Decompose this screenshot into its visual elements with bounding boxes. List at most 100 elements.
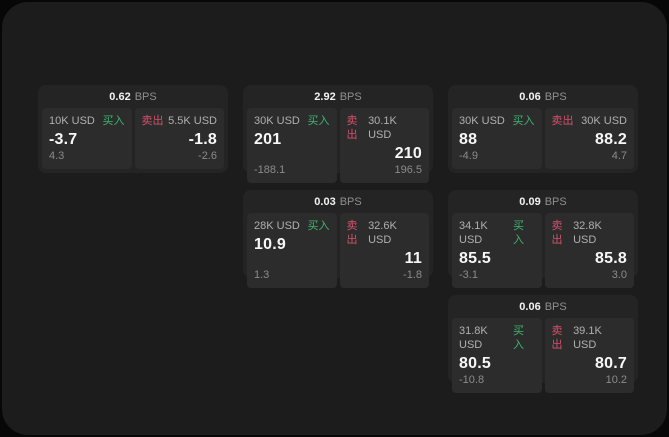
sell-tile-top: 卖出 32.6K USD (347, 219, 423, 247)
bps-value: 2.92 (314, 90, 336, 103)
buy-tile-top: 10K USD 买入 (49, 114, 125, 128)
buy-price: 80.5 (459, 355, 491, 372)
bps-value: 0.09 (519, 195, 541, 208)
quote-card: 0.62 BPS 10K USD 买入 -3.7 4.3 卖出 5.5K USD (38, 85, 228, 173)
buy-amount: 34.1K USD (459, 220, 488, 246)
buy-side-label: 买入 (102, 115, 125, 127)
bps-unit: BPS (339, 195, 362, 208)
bps-header: 0.06 BPS (448, 85, 638, 108)
sell-tile[interactable]: 卖出 5.5K USD -1.8 -2.6 (134, 108, 224, 169)
quote-tiles: 30K USD 买入 201 -188.1 卖出 30.1K USD 210 1… (243, 108, 433, 187)
buy-amount: 10K USD (49, 115, 95, 127)
buy-amount: 30K USD (459, 115, 505, 127)
sell-price: 88.2 (595, 131, 627, 148)
bps-unit: BPS (134, 90, 157, 103)
buy-price: 88 (459, 131, 478, 148)
sell-price: 11 (404, 250, 422, 267)
quote-cards-grid: 0.62 BPS 10K USD 买入 -3.7 4.3 卖出 5.5K USD (38, 85, 638, 393)
sell-tile[interactable]: 卖出 30.1K USD 210 196.5 (339, 108, 429, 183)
sell-tile-top: 卖出 32.8K USD (552, 219, 628, 247)
buy-tile-top: 28K USD 买入 (254, 219, 330, 233)
sell-tile[interactable]: 卖出 32.8K USD 85.8 3.0 (544, 213, 634, 288)
sell-tile-top: 卖出 30K USD (552, 114, 628, 128)
quote-tiles: 34.1K USD 买入 85.5 -3.1 卖出 32.8K USD 85.8… (448, 213, 638, 292)
sell-tile[interactable]: 卖出 30K USD 88.2 4.7 (544, 108, 634, 169)
bps-unit: BPS (339, 90, 362, 103)
bps-header: 0.09 BPS (448, 190, 638, 213)
buy-amount: 31.8K USD (459, 325, 488, 351)
sell-amount: 30.1K USD (368, 115, 397, 141)
bps-header: 0.62 BPS (38, 85, 228, 108)
buy-side-label: 买入 (512, 115, 535, 127)
buy-tile[interactable]: 10K USD 买入 -3.7 4.3 (42, 108, 132, 169)
bps-header: 0.06 BPS (448, 295, 638, 318)
sell-change: 196.5 (394, 164, 422, 176)
sell-change: 10.2 (605, 374, 627, 386)
buy-tile-top: 31.8K USD 买入 (459, 324, 535, 352)
buy-tile[interactable]: 28K USD 买入 10.9 1.3 (247, 213, 337, 288)
quote-tiles: 30K USD 买入 88 -4.9 卖出 30K USD 88.2 4.7 (448, 108, 638, 173)
quote-card: 0.06 BPS 30K USD 买入 88 -4.9 卖出 30K USD (448, 85, 638, 173)
buy-tile-top: 30K USD 买入 (254, 114, 330, 128)
buy-change: -188.1 (254, 164, 286, 176)
quote-card: 0.03 BPS 28K USD 买入 10.9 1.3 卖出 32.6K US… (243, 190, 433, 288)
sell-side-label: 卖出 (551, 115, 574, 127)
sell-amount: 5.5K USD (168, 115, 217, 127)
buy-price: -3.7 (49, 131, 78, 148)
bps-value: 0.62 (109, 90, 131, 103)
quote-card: 0.09 BPS 34.1K USD 买入 85.5 -3.1 卖出 32.8K… (448, 190, 638, 288)
buy-change: -4.9 (459, 150, 478, 162)
buy-price: 201 (254, 131, 282, 148)
buy-tile[interactable]: 30K USD 买入 201 -188.1 (247, 108, 337, 183)
quote-card: 0.06 BPS 31.8K USD 买入 80.5 -10.8 卖出 39.1… (448, 295, 638, 393)
buy-side-label: 买入 (307, 115, 330, 127)
sell-change: -1.8 (403, 269, 422, 281)
sell-price: 210 (394, 145, 422, 162)
buy-amount: 30K USD (254, 115, 300, 127)
buy-price: 85.5 (459, 250, 491, 267)
sell-side-label: 卖出 (346, 115, 358, 141)
sell-tile-top: 卖出 30.1K USD (347, 114, 423, 142)
bps-header: 0.03 BPS (243, 190, 433, 213)
sell-price: 85.8 (595, 250, 627, 267)
bps-unit: BPS (544, 90, 567, 103)
buy-tile-top: 30K USD 买入 (459, 114, 535, 128)
bps-value: 0.03 (314, 195, 336, 208)
buy-side-label: 买入 (307, 220, 330, 232)
bps-unit: BPS (544, 195, 567, 208)
buy-change: 4.3 (49, 150, 65, 162)
quote-tiles: 31.8K USD 买入 80.5 -10.8 卖出 39.1K USD 80.… (448, 318, 638, 397)
sell-side-label: 卖出 (346, 220, 358, 246)
quote-tiles: 28K USD 买入 10.9 1.3 卖出 32.6K USD 11 -1.8 (243, 213, 433, 292)
sell-side-label: 卖出 (141, 115, 164, 127)
buy-side-label: 买入 (512, 325, 524, 351)
sell-price: -1.8 (188, 131, 217, 148)
buy-change: 1.3 (254, 269, 270, 281)
bps-value: 0.06 (519, 300, 541, 313)
buy-tile-top: 34.1K USD 买入 (459, 219, 535, 247)
sell-tile-top: 卖出 39.1K USD (552, 324, 628, 352)
buy-change: -10.8 (459, 374, 485, 386)
buy-tile[interactable]: 31.8K USD 买入 80.5 -10.8 (452, 318, 542, 393)
buy-amount: 28K USD (254, 220, 300, 232)
sell-amount: 32.8K USD (573, 220, 602, 246)
buy-price: 10.9 (254, 236, 286, 253)
bps-value: 0.06 (519, 90, 541, 103)
bps-header: 2.92 BPS (243, 85, 433, 108)
sell-amount: 39.1K USD (573, 325, 602, 351)
sell-amount: 30K USD (581, 115, 627, 127)
sell-change: -2.6 (198, 150, 217, 162)
buy-tile[interactable]: 30K USD 买入 88 -4.9 (452, 108, 542, 169)
sell-tile[interactable]: 卖出 39.1K USD 80.7 10.2 (544, 318, 634, 393)
bps-unit: BPS (544, 300, 567, 313)
sell-side-label: 卖出 (551, 325, 563, 351)
buy-tile[interactable]: 34.1K USD 买入 85.5 -3.1 (452, 213, 542, 288)
sell-change: 4.7 (611, 150, 627, 162)
sell-tile-top: 卖出 5.5K USD (142, 114, 218, 128)
sell-tile[interactable]: 卖出 32.6K USD 11 -1.8 (339, 213, 429, 288)
sell-change: 3.0 (611, 269, 627, 281)
buy-change: -3.1 (459, 269, 478, 281)
quote-tiles: 10K USD 买入 -3.7 4.3 卖出 5.5K USD -1.8 -2.… (38, 108, 228, 173)
quote-card: 2.92 BPS 30K USD 买入 201 -188.1 卖出 30.1K … (243, 85, 433, 183)
